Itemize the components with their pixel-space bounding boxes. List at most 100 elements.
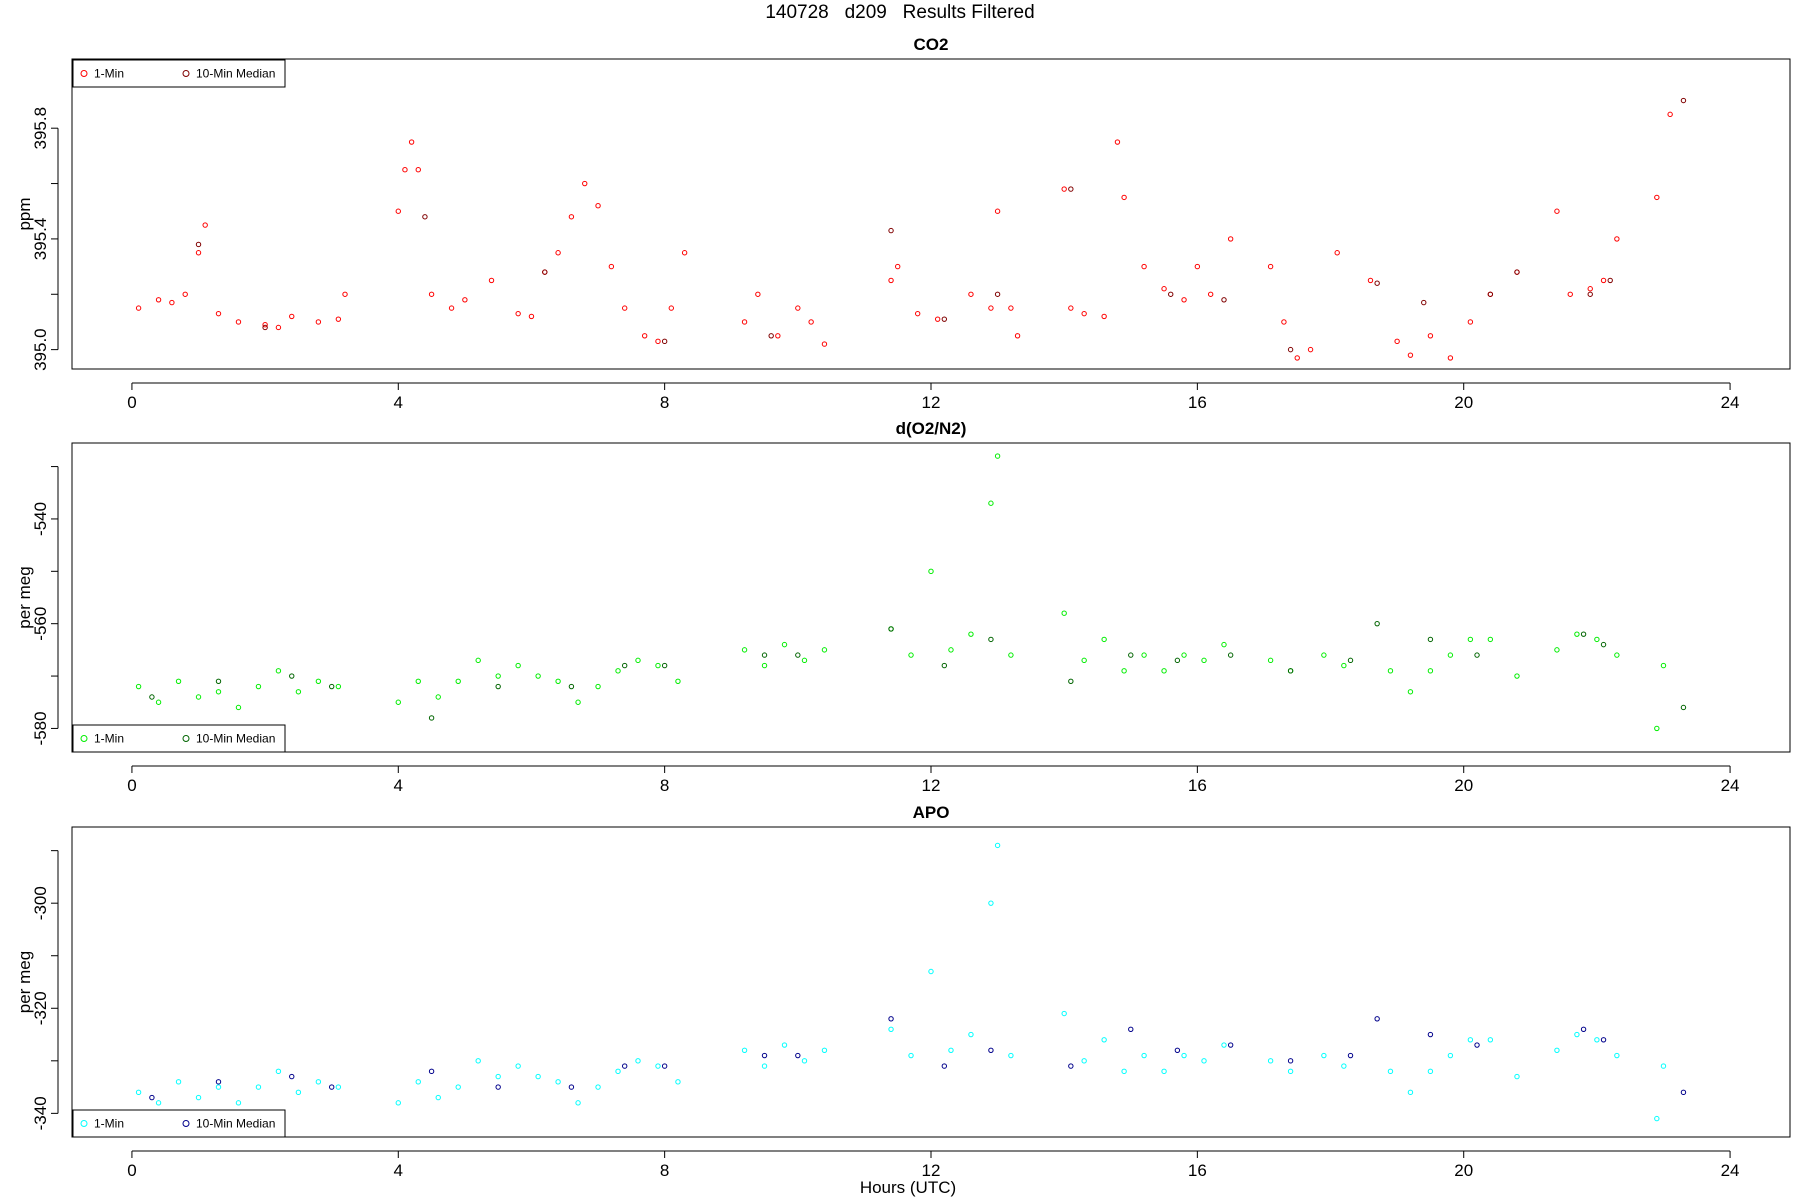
apo-1min-point bbox=[255, 1084, 262, 1090]
apo-1min-point bbox=[888, 1026, 894, 1032]
o2n2-1min-point bbox=[615, 668, 621, 674]
apo-title: APO bbox=[913, 803, 950, 822]
o2n2-1min-point bbox=[215, 689, 222, 695]
apo-1min-point bbox=[1267, 1058, 1274, 1064]
co2-median-point bbox=[1068, 186, 1074, 192]
apo-legend-label: 10-Min Median bbox=[196, 1117, 275, 1131]
o2n2-1min-point bbox=[928, 568, 934, 575]
co2-median-point bbox=[1287, 346, 1294, 353]
o2n2-median-point bbox=[1128, 652, 1134, 658]
co2-1min-point bbox=[1667, 111, 1673, 118]
apo-1min-point bbox=[655, 1063, 661, 1069]
o2n2-1min-point bbox=[1514, 673, 1520, 679]
co2-1min-point bbox=[1008, 305, 1014, 311]
o2n2-median-point bbox=[1347, 657, 1354, 664]
apo-1min-point bbox=[821, 1047, 828, 1054]
apo-1min-point bbox=[575, 1100, 581, 1106]
apo-median-point bbox=[428, 1068, 435, 1075]
apo-1min-point bbox=[781, 1042, 788, 1048]
co2-1min-point bbox=[488, 277, 495, 284]
o2n2-1min-point bbox=[1161, 668, 1167, 674]
apo-x-tick-label: 0 bbox=[127, 1161, 136, 1180]
co2-median-point bbox=[768, 333, 774, 339]
apo-median-point bbox=[941, 1063, 948, 1069]
o2n2-median-point bbox=[1680, 704, 1687, 711]
o2n2-1min-point bbox=[535, 673, 541, 679]
co2-median-point bbox=[994, 291, 1001, 297]
co2-median-point bbox=[195, 241, 202, 248]
co2-1min-point bbox=[641, 333, 648, 339]
apo-median-point bbox=[568, 1084, 575, 1090]
o2n2-x-tick-label: 4 bbox=[394, 776, 403, 795]
apo-1min-point bbox=[335, 1084, 342, 1090]
co2-1min-point bbox=[888, 277, 894, 284]
co2-x-tick-label: 8 bbox=[660, 393, 669, 412]
apo-1min-point bbox=[155, 1100, 162, 1106]
apo-1min-point bbox=[1341, 1063, 1347, 1069]
apo-median-point bbox=[1580, 1026, 1587, 1032]
apo-legend-label: 1-Min bbox=[94, 1117, 124, 1131]
co2-points bbox=[135, 97, 1687, 361]
co2-1min-point bbox=[741, 319, 748, 325]
o2n2-1min-point bbox=[741, 647, 748, 653]
co2-y-tick-label: 395.8 bbox=[31, 107, 50, 150]
co2-1min-point bbox=[342, 291, 348, 297]
o2n2-1min-point bbox=[575, 699, 581, 705]
o2n2-x-tick-label: 24 bbox=[1721, 776, 1740, 795]
co2-1min-point bbox=[135, 305, 142, 311]
co2-1min-point bbox=[1294, 355, 1300, 361]
co2-1min-point bbox=[262, 322, 268, 328]
apo-1min-point bbox=[908, 1052, 914, 1059]
apo-y-tick-label: -300 bbox=[31, 886, 50, 920]
o2n2-1min-point bbox=[1407, 689, 1414, 695]
co2-median-point bbox=[422, 214, 428, 220]
co2-median-point bbox=[661, 338, 668, 345]
co2-1min-point bbox=[1567, 291, 1573, 297]
o2n2-1min-point bbox=[515, 662, 521, 669]
o2n2-1min-point bbox=[295, 689, 302, 695]
apo-1min-point bbox=[1221, 1042, 1227, 1048]
o2n2-median-point bbox=[761, 652, 768, 658]
apo-legend-marker bbox=[80, 1120, 88, 1127]
co2-1min-point bbox=[1061, 186, 1067, 192]
co2-1min-point bbox=[1207, 291, 1214, 297]
co2-1min-point bbox=[195, 250, 202, 256]
co2-title: CO2 bbox=[914, 35, 949, 54]
o2n2-x-tick-label: 16 bbox=[1188, 776, 1207, 795]
apo-y-tick-label: -320 bbox=[31, 991, 50, 1025]
o2n2-1min-point bbox=[435, 694, 441, 700]
o2n2-title: d(O2/N2) bbox=[896, 419, 967, 438]
apo-1min-point bbox=[1594, 1037, 1600, 1043]
co2-1min-point bbox=[395, 208, 401, 214]
apo-1min-point bbox=[1101, 1037, 1107, 1043]
o2n2-y-tick-label: -540 bbox=[31, 502, 50, 536]
o2n2-1min-point bbox=[821, 647, 828, 653]
o2n2-1min-point bbox=[968, 631, 974, 637]
apo-1min-point bbox=[1447, 1052, 1454, 1059]
apo-median-point bbox=[1680, 1089, 1687, 1096]
co2-x-tick-label: 16 bbox=[1188, 393, 1207, 412]
o2n2-x-tick-label: 20 bbox=[1454, 776, 1473, 795]
o2n2-median-point bbox=[215, 678, 222, 684]
o2n2-1min-point bbox=[315, 678, 322, 684]
apo-1min-point bbox=[1181, 1052, 1187, 1059]
o2n2-1min-point bbox=[781, 641, 788, 648]
o2n2-1min-point bbox=[195, 694, 202, 700]
o2n2-median-point bbox=[428, 715, 435, 721]
co2-1min-point bbox=[1407, 352, 1414, 358]
o2n2-1min-point bbox=[335, 683, 342, 690]
o2n2-1min-point bbox=[255, 683, 262, 690]
apo-1min-point bbox=[1574, 1031, 1580, 1038]
apo-1min-point bbox=[1554, 1047, 1560, 1054]
apo-1min-point bbox=[415, 1079, 421, 1085]
apo-x-tick-label: 24 bbox=[1721, 1161, 1740, 1180]
apo-1min-point bbox=[1201, 1058, 1207, 1064]
co2-median-point bbox=[888, 227, 894, 234]
x-axis-label: Hours (UTC) bbox=[860, 1178, 956, 1197]
co2-1min-point bbox=[1554, 208, 1560, 214]
o2n2-median-point bbox=[495, 683, 501, 690]
apo-1min-point bbox=[1008, 1052, 1014, 1059]
apo-median-point bbox=[215, 1079, 222, 1085]
apo-1min-point bbox=[1121, 1068, 1127, 1075]
apo-1min-point bbox=[1387, 1068, 1394, 1075]
